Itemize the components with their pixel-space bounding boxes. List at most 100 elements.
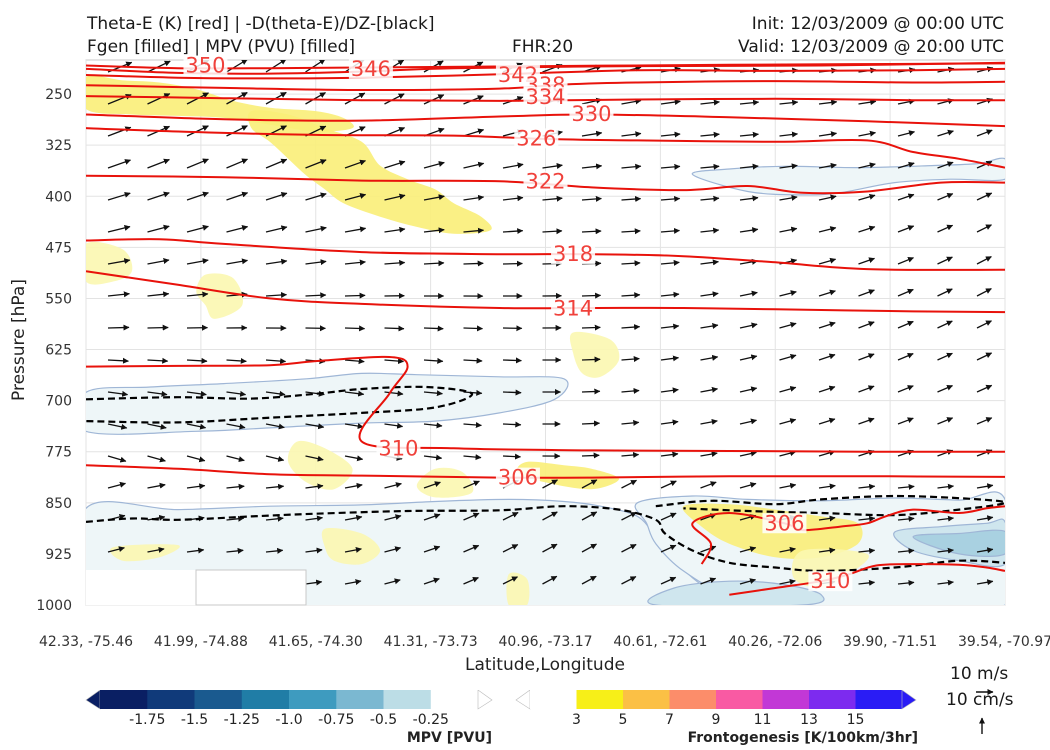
colorbar-swatch — [430, 690, 479, 709]
colorbar-extend-low — [515, 690, 531, 710]
wind-vector — [1017, 548, 1033, 552]
wind-vector — [700, 451, 718, 457]
wind-vector — [937, 352, 953, 361]
y-tick-label: 925 — [45, 547, 72, 563]
theta-e-label: 346 — [351, 57, 391, 81]
wind-vector — [423, 390, 443, 397]
wind-vector — [779, 194, 798, 201]
wind-vector — [107, 423, 128, 430]
cross-section-chart: 350 346 3423383343303263223183143103063063… — [9, 53, 1050, 675]
wind-vector — [700, 323, 719, 329]
wind-vector — [344, 193, 367, 201]
theta-e-label: 322 — [525, 169, 565, 193]
wind-vector — [700, 291, 719, 298]
wind-vector — [621, 98, 642, 105]
x-tick-label: 39.90, -71.51 — [843, 634, 937, 650]
wind-vector — [147, 546, 165, 553]
wind-vector — [384, 325, 405, 332]
wind-vector — [344, 325, 366, 332]
wind-vector — [779, 418, 797, 425]
wind-vector — [107, 324, 130, 331]
wind-vector — [265, 390, 286, 397]
wind-vector — [818, 194, 837, 201]
wind-vector — [779, 450, 797, 457]
wind-vector — [739, 163, 759, 170]
wind-vector — [937, 256, 953, 265]
wind-vector — [542, 479, 558, 489]
wind-vector — [660, 480, 677, 489]
wind-vector — [1017, 256, 1031, 264]
wind-vector — [147, 158, 170, 169]
wind-vector — [700, 99, 720, 106]
wind-vector — [937, 224, 954, 233]
wind-vector — [779, 546, 796, 553]
wind-vector — [463, 260, 484, 267]
wind-vector — [384, 390, 404, 397]
wind-vector — [305, 483, 324, 490]
colorbar-tick-label: 7 — [665, 712, 674, 728]
colorbar-swatch — [716, 690, 764, 709]
title-line-1: Theta-E (K) [red] | -D(theta-E)/DZ-[blac… — [87, 14, 435, 34]
wind-vector — [897, 352, 914, 361]
wind-vector — [147, 291, 170, 298]
wind-vector — [621, 543, 637, 553]
colorbar-tick-label: -1.75 — [129, 712, 165, 728]
wind-vector — [423, 454, 443, 461]
wind-vector — [818, 483, 836, 490]
wind-vector — [581, 388, 601, 395]
wind-vector — [976, 417, 993, 425]
wind-vector — [779, 99, 799, 106]
dthetae-dz-contour — [86, 505, 1005, 573]
wind-vector — [423, 357, 444, 364]
wind-vector — [976, 384, 993, 393]
x-axis-label: Latitude,Longitude — [465, 655, 625, 675]
wind-vector — [186, 390, 207, 397]
colorbar-swatch — [669, 690, 717, 709]
wind-vector — [581, 511, 598, 521]
wind-vector — [897, 515, 915, 522]
wind-vector — [1017, 321, 1031, 328]
wind-vector — [621, 292, 641, 299]
wind-vector — [976, 352, 993, 361]
contour-label-bg — [569, 103, 614, 124]
wind-vector — [305, 423, 325, 430]
mpv-region — [86, 372, 569, 435]
wind-vector — [226, 158, 248, 169]
theta-e-label: 310 — [378, 436, 418, 460]
theta-e-contour — [86, 113, 1005, 128]
wind-vector — [818, 257, 837, 265]
contour-label-bg — [376, 438, 421, 459]
wind-vector — [344, 92, 366, 105]
wind-vector — [502, 162, 524, 169]
wind-vector — [107, 291, 130, 298]
wind-vector — [226, 483, 245, 490]
y-tick-label: 700 — [45, 394, 72, 410]
wind-vector — [660, 259, 680, 266]
wind-vector — [147, 258, 170, 265]
forecast-hour: FHR:20 — [512, 37, 574, 57]
colorbar-tick-label: 15 — [847, 712, 865, 728]
wind-vector — [226, 125, 248, 137]
wind-vector — [265, 455, 285, 462]
wind-vector — [463, 325, 483, 332]
wind-vector — [660, 323, 680, 330]
theta-e-contour — [729, 563, 1005, 596]
wind-vector — [779, 321, 797, 329]
wind-vector — [1017, 98, 1032, 104]
wind-vector — [581, 292, 602, 299]
wind-vector — [384, 193, 406, 201]
wind-vector — [305, 547, 323, 554]
wind-vector — [186, 158, 209, 169]
wind-vector — [621, 356, 640, 363]
wind-vector — [818, 99, 838, 106]
wind-vector — [265, 158, 288, 169]
wind-vector — [305, 192, 327, 201]
wind-vector — [384, 514, 402, 521]
colorbar-tick-label: 9 — [712, 712, 721, 728]
wind-vector — [660, 387, 679, 394]
theta-e-label: 318 — [553, 242, 593, 266]
wind-vector — [621, 131, 642, 138]
wind-vector — [897, 161, 915, 169]
wind-vector — [305, 225, 327, 233]
wind-vector — [779, 131, 798, 138]
